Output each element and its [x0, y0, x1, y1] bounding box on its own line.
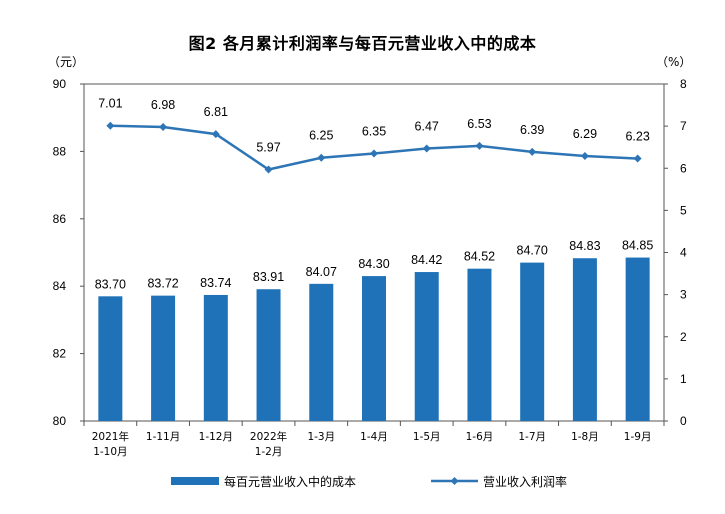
line-point-marker: [475, 141, 484, 150]
bar: [309, 283, 334, 421]
line-data-label: 6.98: [151, 98, 175, 112]
bar: [203, 294, 228, 421]
bar: [625, 257, 650, 421]
bar-data-label: 84.30: [358, 257, 389, 271]
line-point-marker: [580, 152, 589, 161]
legend-bar-swatch: [171, 477, 219, 485]
line-point-marker: [159, 122, 168, 131]
right-tick-label: 5: [680, 203, 687, 217]
left-tick-label: 88: [53, 144, 67, 158]
line-point-marker: [370, 149, 378, 158]
right-tick-label: 7: [680, 119, 687, 133]
bar-data-label: 84.83: [569, 239, 600, 253]
line-data-label: 6.47: [415, 119, 439, 133]
line-data-label: 7.01: [98, 97, 122, 111]
line-data-label: 6.23: [625, 130, 649, 144]
bar: [362, 276, 386, 421]
x-tick-label: 1-10月: [93, 446, 127, 458]
line-data-label: 6.81: [204, 105, 228, 119]
bar: [256, 289, 281, 421]
x-tick-label: 1-11月: [146, 431, 180, 443]
x-tick-label: 2022年: [250, 430, 287, 443]
bar: [520, 262, 545, 421]
legend-bar-label: 每百元营业收入中的成本: [224, 474, 356, 489]
right-tick-label: 2: [680, 330, 687, 344]
bar-data-label: 84.52: [464, 250, 495, 264]
bar-data-label: 84.42: [411, 253, 442, 267]
right-axis-unit: （%）: [656, 55, 691, 69]
bar-data-label: 84.85: [622, 239, 653, 253]
line-point-marker: [264, 165, 273, 174]
legend-line-marker: [450, 477, 459, 485]
right-tick-label: 6: [680, 161, 687, 175]
x-tick-label: 1-7月: [518, 431, 546, 443]
x-tick-label: 1-3月: [307, 431, 335, 443]
x-tick-label: 2021年: [92, 430, 129, 443]
bar: [151, 295, 176, 421]
left-tick-label: 80: [53, 414, 67, 428]
line-point-marker: [633, 154, 642, 163]
chart-title: 图2 各月累计利润率与每百元营业收入中的成本: [188, 34, 537, 53]
left-tick-label: 90: [53, 77, 67, 91]
right-tick-label: 4: [680, 246, 687, 260]
left-tick-label: 82: [53, 347, 67, 361]
line-data-label: 6.53: [467, 117, 491, 131]
x-tick-label: 1-8月: [571, 431, 599, 443]
x-tick-label: 1-9月: [624, 431, 652, 443]
line-point-marker: [422, 144, 431, 153]
x-tick-label: 1-6月: [466, 431, 494, 443]
left-axis-unit: （元）: [48, 55, 84, 69]
bar: [572, 258, 597, 421]
bar: [467, 268, 492, 421]
bar-data-label: 83.91: [253, 270, 284, 284]
right-tick-label: 1: [680, 372, 687, 386]
right-tick-label: 0: [680, 414, 687, 428]
bar-data-label: 84.07: [306, 265, 337, 279]
x-tick-label: 1-12月: [199, 431, 233, 443]
bar-data-label: 83.70: [95, 277, 126, 291]
line-point-marker: [106, 121, 115, 130]
line-data-label: 6.25: [309, 129, 333, 143]
left-tick-label: 86: [53, 212, 67, 226]
line-data-label: 5.97: [256, 141, 280, 155]
bar-data-label: 84.70: [517, 244, 548, 258]
line-data-label: 6.35: [362, 125, 386, 139]
bar: [98, 296, 123, 421]
line-point-marker: [528, 147, 537, 156]
line-data-label: 6.39: [520, 123, 544, 137]
left-tick-label: 84: [53, 279, 67, 293]
bar: [414, 272, 439, 421]
line-point-marker: [211, 130, 220, 139]
x-tick-label: 1-5月: [413, 431, 441, 443]
line-point-marker: [317, 153, 326, 162]
x-tick-label: 1-2月: [255, 446, 283, 458]
right-tick-label: 3: [680, 288, 687, 302]
line-data-label: 6.29: [573, 127, 597, 141]
bar-data-label: 83.72: [147, 277, 178, 291]
legend-line-label: 营业收入利润率: [483, 474, 567, 489]
bar-data-label: 83.74: [200, 276, 231, 290]
right-tick-label: 8: [680, 77, 687, 91]
x-tick-label: 1-4月: [360, 431, 388, 443]
